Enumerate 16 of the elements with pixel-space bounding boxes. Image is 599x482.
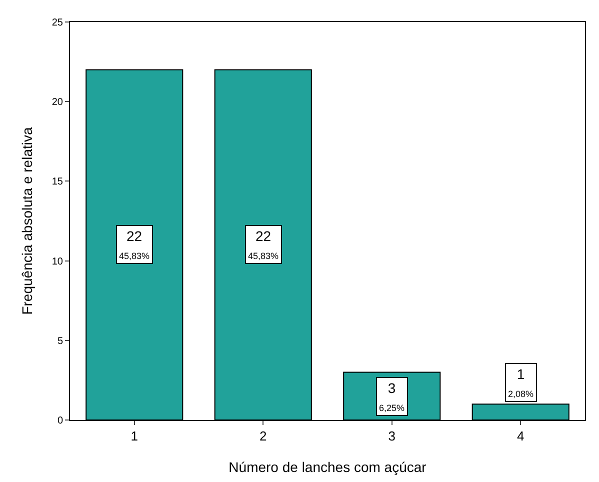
y-tick-label: 25 [52,18,64,28]
y-tick-label: 15 [52,176,64,188]
data-label: 3 6,25% [379,380,405,414]
data-label: 22 45,83% [248,228,279,262]
y-tick-label: 20 [52,97,64,108]
x-axis-title: Número de lanches com açúcar [228,459,427,475]
y-tick-label: 5 [57,336,64,347]
x-tick-label: 2 [260,428,267,444]
x-tick-label: 1 [130,428,138,444]
data-label: 22 45,83% [119,228,150,262]
y-tick-label: 0 [57,416,64,426]
data-label: 1 2,08% [508,366,534,400]
y-tick-label: 10 [52,256,64,268]
y-axis-title: Frequência absoluta e relativa [19,127,35,315]
x-tick-label: 3 [388,428,396,444]
x-tick-label: 4 [517,428,524,444]
